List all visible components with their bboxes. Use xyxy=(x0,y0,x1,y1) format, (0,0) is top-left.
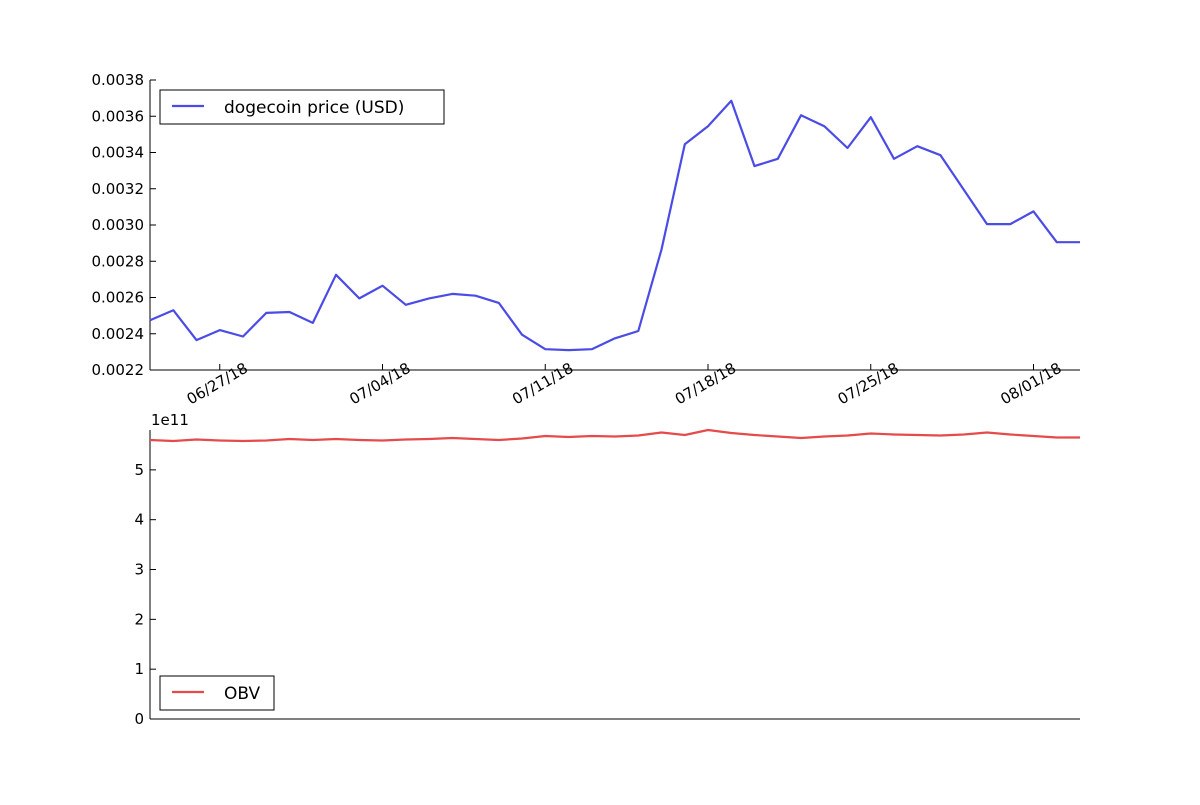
price-y-tick-label: 0.0036 xyxy=(92,107,145,125)
obv-y-tick-label: 4 xyxy=(134,511,144,529)
price-y-tick-label: 0.0030 xyxy=(92,216,145,234)
obv-y-tick-label: 1 xyxy=(134,660,144,678)
price-y-tick-label: 0.0028 xyxy=(92,252,145,270)
obv-y-tick-label: 5 xyxy=(134,461,144,479)
obv-series-line xyxy=(149,428,1080,443)
price-x-tick-label: 06/27/18 xyxy=(184,359,251,408)
price-series-line xyxy=(149,99,1080,352)
obv-offset-label: 1e11 xyxy=(151,411,189,429)
price-y-tick-label: 0.0022 xyxy=(92,361,145,379)
price-legend-label: dogecoin price (USD) xyxy=(224,98,404,118)
price-y-tick-label: 0.0034 xyxy=(92,144,145,162)
obv-legend-label: OBV xyxy=(224,684,261,704)
price-x-tick-label: 07/11/18 xyxy=(509,359,576,408)
obv-y-tick-label: 0 xyxy=(134,710,144,728)
obv-y-tick-label: 3 xyxy=(134,561,144,579)
price-y-tick-label: 0.0024 xyxy=(92,325,145,343)
obv-y-tick-label: 2 xyxy=(134,610,144,628)
price-y-tick-label: 0.0038 xyxy=(92,71,145,89)
price-x-tick-label: 08/01/18 xyxy=(997,359,1064,408)
price-x-tick-label: 07/25/18 xyxy=(835,359,902,408)
price-legend-box xyxy=(159,89,445,125)
price-y-tick-label: 0.0032 xyxy=(92,180,145,198)
price-y-tick-label: 0.0026 xyxy=(92,289,145,307)
price-x-tick-label: 07/04/18 xyxy=(346,359,413,408)
price-x-tick-label: 07/18/18 xyxy=(672,359,739,408)
